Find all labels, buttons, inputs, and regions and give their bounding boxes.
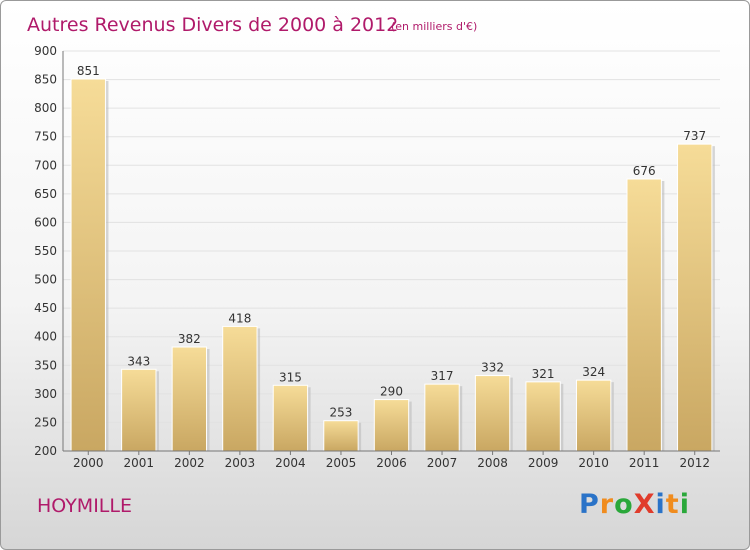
bar bbox=[323, 420, 359, 452]
bar-value-label: 418 bbox=[228, 311, 251, 325]
bar-value-label: 315 bbox=[279, 370, 302, 384]
x-tick-label: 2012 bbox=[679, 456, 710, 470]
x-tick-label: 2010 bbox=[578, 456, 609, 470]
grid-lines bbox=[63, 50, 720, 452]
bar-value-label: 676 bbox=[633, 164, 656, 178]
city-name: HOYMILLE bbox=[37, 495, 132, 517]
y-tick-label: 800 bbox=[34, 101, 57, 115]
x-tick-label: 2011 bbox=[629, 456, 660, 470]
bar-value-label: 382 bbox=[178, 332, 201, 346]
x-tick-label: 2003 bbox=[225, 456, 256, 470]
bar-value-label: 290 bbox=[380, 385, 403, 399]
bar bbox=[575, 379, 612, 452]
bar-value-label: 317 bbox=[431, 369, 454, 383]
x-tick-label: 2009 bbox=[528, 456, 559, 470]
logo-letter: i bbox=[679, 489, 690, 520]
bar-value-label: 851 bbox=[77, 64, 100, 78]
bar bbox=[424, 383, 460, 452]
y-tick-label: 200 bbox=[34, 444, 57, 458]
logo-letter: X bbox=[633, 489, 656, 520]
chart-subtitle: (en milliers d'€) bbox=[391, 20, 477, 33]
y-tick-label: 300 bbox=[34, 387, 57, 401]
logo-letter: r bbox=[599, 489, 615, 520]
y-tick-label: 650 bbox=[34, 187, 57, 201]
bar bbox=[222, 325, 258, 452]
y-tick-label: 500 bbox=[34, 273, 57, 287]
bar bbox=[474, 375, 511, 452]
y-tick-label: 600 bbox=[34, 215, 57, 229]
bar bbox=[272, 384, 309, 452]
x-tick-label: 2001 bbox=[124, 456, 155, 470]
y-tick-label: 850 bbox=[34, 73, 57, 87]
logo-letter: o bbox=[614, 489, 634, 520]
bar bbox=[70, 78, 106, 452]
y-tick-label: 450 bbox=[34, 301, 57, 315]
bar-value-label: 321 bbox=[532, 367, 555, 381]
y-tick-label: 900 bbox=[34, 44, 57, 58]
bar-value-label: 737 bbox=[683, 129, 706, 143]
logo-letter: t bbox=[665, 489, 680, 520]
bar bbox=[373, 399, 410, 452]
bar-value-label: 253 bbox=[330, 406, 353, 420]
x-tick-label: 2000 bbox=[73, 456, 104, 470]
x-tick-label: 2007 bbox=[427, 456, 458, 470]
bar-value-label: 324 bbox=[582, 365, 605, 379]
bar-value-label: 343 bbox=[127, 354, 150, 368]
y-tick-label: 250 bbox=[34, 415, 57, 429]
bar bbox=[171, 346, 208, 452]
bar bbox=[121, 368, 157, 452]
x-tick-label: 2002 bbox=[174, 456, 205, 470]
bars: 851 343 382 418 315 253 290 317 332 321 324 676 737 bbox=[70, 64, 715, 452]
bar bbox=[677, 143, 713, 452]
chart-title: Autres Revenus Divers de 2000 à 2012 bbox=[27, 14, 398, 36]
bar bbox=[525, 381, 561, 452]
y-tick-label: 400 bbox=[34, 330, 57, 344]
logo-letter: i bbox=[655, 489, 666, 520]
x-tick-label: 2004 bbox=[275, 456, 306, 470]
proxiti-logo: ProXiti bbox=[579, 489, 690, 520]
logo-letter: P bbox=[579, 489, 600, 520]
bar-value-label: 332 bbox=[481, 361, 504, 375]
y-tick-label: 350 bbox=[34, 358, 57, 372]
x-tick-label: 2008 bbox=[477, 456, 508, 470]
x-tick-label: 2006 bbox=[376, 456, 407, 470]
bar bbox=[626, 178, 662, 452]
y-tick-label: 550 bbox=[34, 244, 57, 258]
x-tick-label: 2005 bbox=[326, 456, 357, 470]
axes: 200 250 300 350 400 450 500 550 600 650 700 750 800 8… bbox=[34, 44, 720, 470]
y-tick-label: 750 bbox=[34, 130, 57, 144]
y-tick-label: 700 bbox=[34, 158, 57, 172]
